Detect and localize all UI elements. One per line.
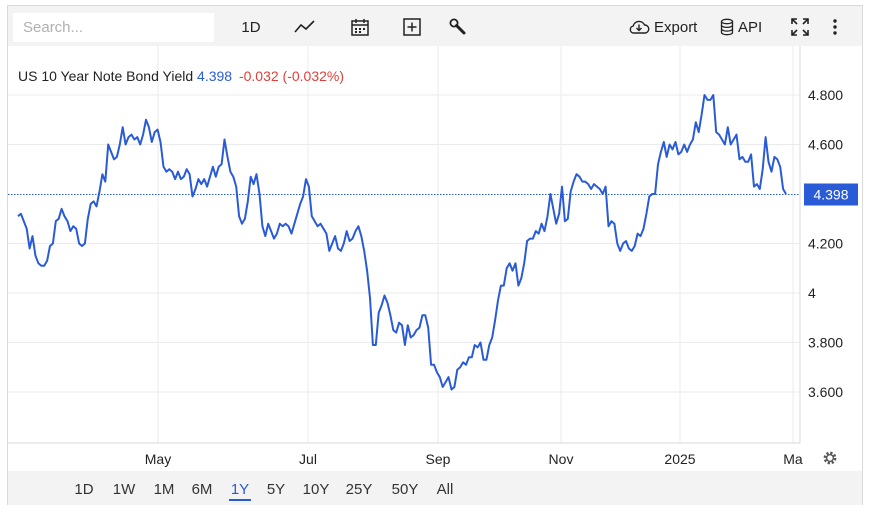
period-all[interactable]: All	[436, 481, 454, 498]
y-tick-label: 3.600	[808, 384, 843, 400]
wrench-icon	[449, 18, 466, 35]
last-price-badge-label: 4.398	[813, 186, 848, 202]
y-axis-labels: 4.800 4.600 4.200 4 3.800 3.600	[808, 87, 843, 400]
series-layer	[17, 94, 787, 391]
fullscreen-icon	[791, 18, 809, 36]
period-1w[interactable]: 1W	[112, 481, 136, 498]
instrument-name: US 10 Year Note Bond Yield	[18, 68, 194, 84]
x-tick-label: May	[145, 451, 171, 467]
period-6m[interactable]: 6M	[191, 481, 213, 498]
date-range-button[interactable]	[347, 14, 373, 40]
period-1y[interactable]: 1Y	[229, 479, 251, 501]
last-price-badge: 4.398	[804, 183, 858, 206]
series-line	[17, 94, 787, 391]
line-chart-icon	[294, 20, 315, 33]
y-tick-label: 3.800	[808, 335, 843, 351]
period-10y[interactable]: 10Y	[302, 481, 330, 498]
more-menu-button[interactable]	[828, 14, 842, 40]
export-button[interactable]: Export	[628, 14, 700, 40]
add-compare-icon	[403, 18, 421, 36]
y-tick-label: 4.600	[808, 137, 843, 153]
gridlines	[8, 46, 800, 443]
x-tick-label: Sep	[426, 451, 451, 467]
cloud-download-icon	[629, 20, 650, 34]
calendar-icon	[351, 19, 369, 36]
period-5y[interactable]: 5Y	[266, 481, 286, 498]
more-vertical-icon	[833, 19, 837, 35]
compare-button[interactable]	[399, 14, 425, 40]
period-1m[interactable]: 1M	[153, 481, 175, 498]
period-25y[interactable]: 25Y	[345, 481, 373, 498]
toolbar: 1D Export API	[8, 6, 862, 46]
change-value: -0.032 (-0.032%)	[238, 68, 345, 84]
chart-type-button[interactable]	[292, 14, 318, 40]
y-tick-label: 4	[808, 285, 816, 301]
export-label: Export	[654, 18, 698, 36]
gear-icon[interactable]	[821, 449, 839, 467]
chart-widget	[7, 5, 863, 505]
price-chart[interactable]: 4.800 4.600 4.200 4 3.800 3.600 May Jul Sep Nov 2…	[8, 46, 862, 470]
y-tick-label: 4.800	[808, 87, 843, 103]
chart-legend: US 10 Year Note Bond Yield 4.398 -0.032 …	[18, 68, 344, 84]
x-tick-label: Jul	[299, 451, 317, 467]
last-value: 4.398	[197, 68, 233, 84]
interval-label: 1D	[241, 18, 261, 36]
api-label: API	[738, 18, 763, 36]
axes	[8, 46, 801, 444]
period-1d[interactable]: 1D	[74, 481, 94, 498]
database-icon	[720, 18, 734, 36]
interval-button[interactable]: 1D	[233, 14, 269, 40]
api-button[interactable]: API	[720, 14, 766, 40]
tools-button[interactable]	[445, 14, 471, 40]
x-tick-label: 2025	[664, 451, 695, 467]
search-input[interactable]	[13, 13, 214, 42]
period-selector: 1D 1W 1M 6M 1Y 5Y 10Y 25Y 50Y All	[8, 471, 862, 505]
fullscreen-button[interactable]	[789, 14, 811, 40]
x-tick-label: Ma	[783, 451, 803, 467]
period-50y[interactable]: 50Y	[391, 481, 419, 498]
y-tick-label: 4.200	[808, 236, 843, 252]
x-axis-labels: May Jul Sep Nov 2025 Ma	[145, 451, 803, 467]
x-tick-label: Nov	[549, 451, 574, 467]
last-price-badge-bg	[804, 183, 858, 206]
